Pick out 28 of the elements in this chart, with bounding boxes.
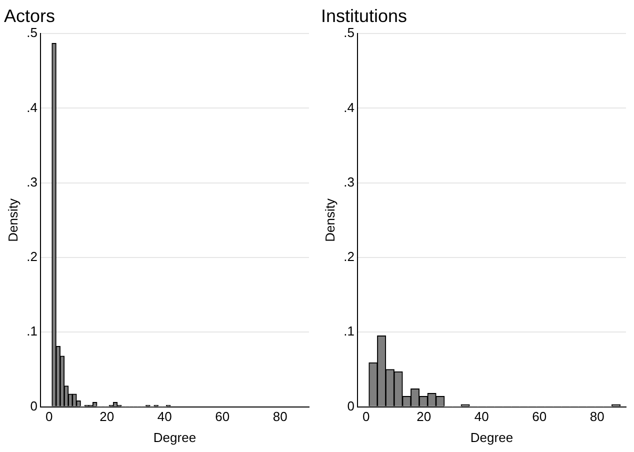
chart-title: Institutions xyxy=(321,6,408,26)
y-tick-label: .5 xyxy=(344,25,354,40)
x-tick-label: 80 xyxy=(272,409,288,424)
x-tick-label: 60 xyxy=(215,409,230,424)
x-tick-label: 80 xyxy=(590,409,604,424)
x-tick-label: 40 xyxy=(157,409,172,424)
y-tick-label: .4 xyxy=(344,100,354,115)
y-tick-label: .3 xyxy=(344,174,354,190)
y-tick-label: .2 xyxy=(344,249,354,264)
y-axis-title: Density xyxy=(5,198,20,242)
y-tick-label: .4 xyxy=(26,100,38,115)
x-tick-label: 20 xyxy=(100,409,114,424)
x-axis-title: Degree xyxy=(470,430,514,445)
x-tick-label: 60 xyxy=(532,409,547,424)
x-tick-label: 40 xyxy=(474,409,489,424)
x-tick-label: 0 xyxy=(45,409,53,424)
chart-title: Actors xyxy=(4,6,56,26)
y-tick-label: .2 xyxy=(26,249,38,264)
x-axis-title: Degree xyxy=(153,430,196,445)
y-tick-label: .3 xyxy=(26,174,38,190)
x-tick-label: 0 xyxy=(362,409,370,424)
y-tick-label: 0 xyxy=(30,398,38,414)
y-tick-label: .1 xyxy=(26,324,38,339)
y-tick-label: .5 xyxy=(26,25,38,40)
x-tick-label: 20 xyxy=(416,409,432,424)
y-tick-label: 0 xyxy=(347,398,354,414)
y-axis-title: Density xyxy=(322,198,338,242)
y-tick-label: .1 xyxy=(344,324,354,339)
